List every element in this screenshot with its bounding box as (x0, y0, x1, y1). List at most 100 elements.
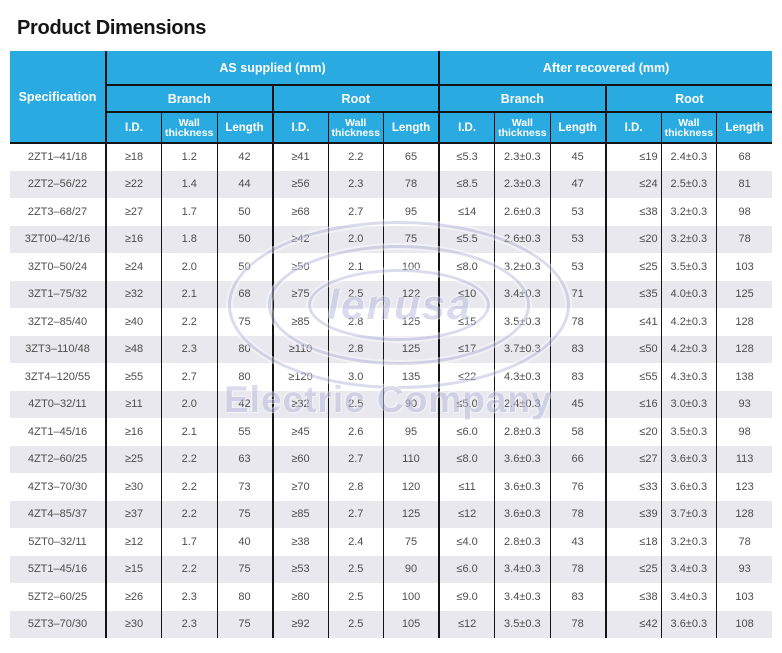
value-cell: 75 (216, 555, 273, 583)
value-cell: 100 (383, 253, 440, 281)
value-cell: 3.6±0.3 (494, 500, 551, 528)
value-cell: 103 (716, 253, 773, 281)
value-cell: ≤24 (604, 170, 662, 198)
table-row: 4ZT1–45/16 ≥16 2.1 55 ≥45 2.6 95 ≤6.0 2.8±0.3 58 ≤… (10, 418, 773, 446)
value-cell: 95 (383, 418, 440, 446)
spec-cell: 3ZT00–42/16 (10, 225, 107, 253)
table-header: Specification AS supplied (mm) After rec… (10, 51, 773, 144)
value-cell: ≤55 (604, 363, 662, 391)
value-cell: 1.7 (161, 528, 217, 556)
value-cell: 98 (716, 418, 773, 446)
value-cell: 122 (383, 280, 440, 308)
value-cell: 2.6 (327, 418, 384, 446)
value-cell: 3.7±0.3 (494, 335, 551, 363)
value-cell: ≤20 (604, 418, 662, 446)
value-cell: 1.7 (161, 198, 217, 226)
value-cell: 3.6±0.3 (660, 473, 717, 501)
value-cell: 80 (216, 363, 273, 391)
value-cell: ≤8.0 (438, 253, 495, 281)
value-cell: 3.5±0.3 (494, 308, 551, 336)
value-cell: ≤17 (438, 335, 495, 363)
value-cell: 75 (216, 500, 273, 528)
value-cell: 43 (549, 528, 606, 556)
value-cell: 2.8±0.3 (494, 418, 551, 446)
value-cell: 2.2 (161, 445, 217, 473)
value-cell: 2.0 (161, 390, 217, 418)
spec-cell: 3ZT4–120/55 (10, 363, 107, 391)
value-cell: ≥70 (271, 473, 328, 501)
value-cell: 53 (549, 225, 606, 253)
value-cell: ≤18 (604, 528, 662, 556)
value-cell: 128 (716, 335, 773, 363)
value-cell: 3.6±0.3 (494, 445, 551, 473)
spec-cell: 3ZT2–85/40 (10, 308, 107, 336)
subgroup-as-root: Root (271, 85, 440, 113)
value-cell: ≥85 (271, 500, 328, 528)
value-cell: ≤5.0 (438, 390, 495, 418)
value-cell: 128 (716, 308, 773, 336)
header-row-branch-root: Branch Root Branch Root (10, 85, 773, 113)
value-cell: 80 (216, 583, 273, 611)
value-cell: ≤11 (438, 473, 495, 501)
value-cell: 3.2±0.3 (660, 225, 717, 253)
value-cell: 3.5±0.3 (660, 253, 717, 281)
value-cell: 4.2±0.3 (660, 308, 717, 336)
value-cell: 55 (216, 418, 273, 446)
value-cell: 3.5±0.3 (494, 610, 551, 638)
value-cell: 3.0 (327, 363, 384, 391)
table-row: 3ZT00–42/16 ≥16 1.8 50 ≥42 2.0 75 ≤5.5 2.6±0.3 53… (10, 225, 773, 253)
value-cell: ≤27 (604, 445, 662, 473)
value-cell: ≥41 (271, 143, 328, 171)
value-cell: 100 (383, 583, 440, 611)
spec-cell: 4ZT2–60/25 (10, 445, 107, 473)
value-cell: ≥16 (105, 225, 162, 253)
value-cell: ≤4.0 (438, 528, 495, 556)
value-cell: ≤38 (604, 583, 662, 611)
value-cell: 2.8 (327, 473, 384, 501)
value-cell: 3.4±0.3 (494, 280, 551, 308)
col-header-id: I.D. (271, 112, 328, 144)
value-cell: 3.5±0.3 (660, 418, 717, 446)
col-header-id: I.D. (604, 112, 662, 144)
table-row: 4ZT0–32/11 ≥11 2.0 42 ≥32 2.5 90 ≤5.0 2.4±0.3 45 ≤… (10, 390, 773, 418)
col-header-id: I.D. (438, 112, 495, 144)
value-cell: 47 (549, 170, 606, 198)
value-cell: ≤10 (438, 280, 495, 308)
col-header-length: Length (383, 112, 440, 144)
value-cell: ≥27 (105, 198, 162, 226)
table-row: 4ZT4–85/37 ≥37 2.2 75 ≥85 2.7 125 ≤12 3.6±0.3 78 ≤… (10, 500, 773, 528)
value-cell: 2.7 (161, 363, 217, 391)
spec-cell: 4ZT3–70/30 (10, 473, 107, 501)
value-cell: 78 (549, 308, 606, 336)
value-cell: 3.4±0.3 (660, 583, 717, 611)
dimensions-table: Specification AS supplied (mm) After rec… (10, 51, 773, 638)
value-cell: 53 (549, 253, 606, 281)
value-cell: 71 (549, 280, 606, 308)
value-cell: 3.6±0.3 (660, 610, 717, 638)
col-header-length: Length (716, 112, 773, 144)
value-cell: ≥85 (271, 308, 328, 336)
value-cell: 4.0±0.3 (660, 280, 717, 308)
col-header-wall-thickness: Wall thickness (494, 112, 551, 144)
value-cell: 80 (216, 335, 273, 363)
value-cell: 83 (549, 335, 606, 363)
value-cell: ≥55 (105, 363, 162, 391)
value-cell: 2.1 (161, 418, 217, 446)
value-cell: 2.1 (327, 253, 384, 281)
value-cell: 1.2 (161, 143, 217, 171)
spec-cell: 3ZT0–50/24 (10, 253, 107, 281)
value-cell: ≤19 (604, 143, 662, 171)
spec-cell: 4ZT1–45/16 (10, 418, 107, 446)
value-cell: ≥32 (271, 390, 328, 418)
value-cell: 83 (549, 363, 606, 391)
col-header-length: Length (216, 112, 273, 144)
group-header-as-supplied: AS supplied (mm) (106, 51, 440, 86)
value-cell: 45 (549, 390, 606, 418)
value-cell: 125 (383, 500, 440, 528)
header-row-groups: Specification AS supplied (mm) After rec… (10, 51, 773, 144)
spec-cell: 5ZT1–45/16 (10, 555, 107, 583)
value-cell: 2.5 (327, 583, 384, 611)
value-cell: ≥32 (105, 280, 162, 308)
group-header-after-recovered: After recovered (mm) (438, 51, 773, 86)
value-cell: 40 (216, 528, 273, 556)
